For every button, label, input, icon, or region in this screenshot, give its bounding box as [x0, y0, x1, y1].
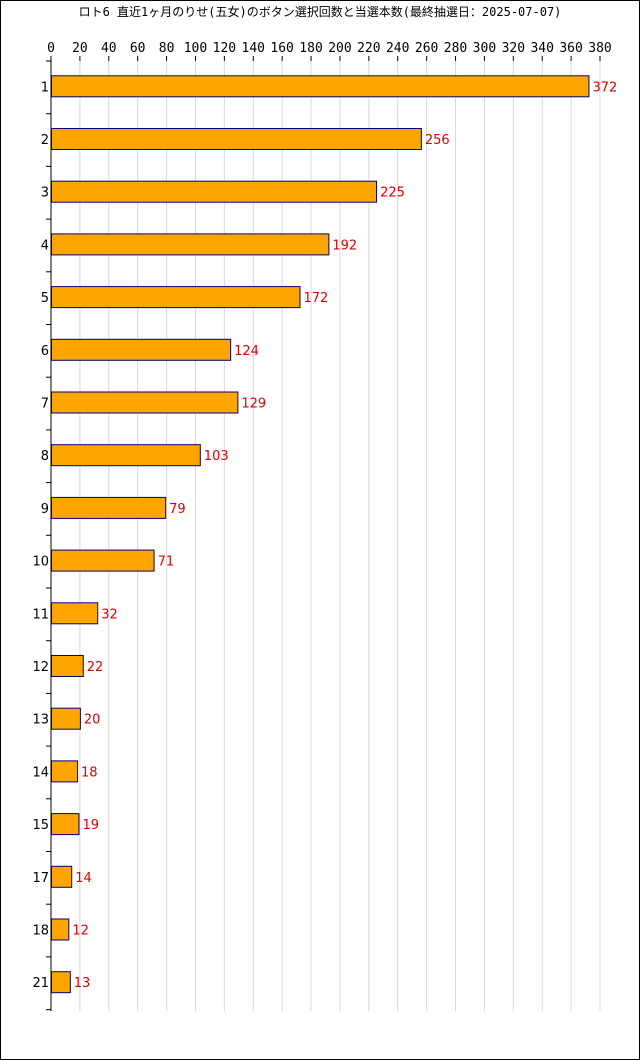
bar-value-label: 22	[87, 660, 104, 675]
y-category-label: 14	[32, 765, 49, 780]
y-category-label: 2	[41, 133, 49, 148]
y-category-label: 11	[32, 607, 49, 622]
x-tick-label: 260	[415, 41, 438, 56]
bar	[51, 391, 239, 414]
x-tick-label: 60	[130, 41, 146, 56]
bar	[51, 813, 80, 836]
bar-value-label: 32	[101, 607, 118, 622]
bars: 372 256 225 192 172 124 129 103 79 71 32 22 20 18 19 14…	[51, 75, 617, 994]
x-tick-label: 0	[47, 41, 55, 56]
bar	[51, 602, 99, 625]
y-category-label: 13	[32, 713, 49, 728]
bar	[51, 760, 79, 783]
bar	[51, 127, 422, 150]
x-tick-label: 340	[530, 41, 553, 56]
x-tick-label: 20	[72, 41, 88, 56]
x-tick-label: 360	[559, 41, 582, 56]
x-tick-label: 120	[213, 41, 236, 56]
bar-value-label: 124	[234, 344, 259, 359]
x-tick-label: 220	[357, 41, 380, 56]
x-tick-label: 80	[159, 41, 175, 56]
bar	[51, 654, 84, 677]
bar-value-label: 12	[72, 923, 89, 938]
bar-value-label: 103	[204, 449, 229, 464]
x-tick-label: 280	[444, 41, 467, 56]
bar-value-label: 79	[169, 502, 186, 517]
x-tick-label: 160	[270, 41, 293, 56]
grid-lines	[79, 61, 601, 1011]
x-tick-label: 100	[184, 41, 207, 56]
bar-value-label: 13	[74, 976, 91, 991]
bar-value-label: 192	[332, 238, 357, 253]
bar-value-label: 14	[75, 871, 92, 886]
y-category-label: 15	[32, 818, 49, 833]
bar-value-label: 19	[82, 818, 99, 833]
bar	[51, 549, 155, 572]
y-category-label: 12	[32, 660, 49, 675]
x-tick-label: 200	[328, 41, 351, 56]
chart-title: ロト6 直近1ヶ月のりせ(五女)のボタン選択回数と当選本数(最終抽選日：2025…	[79, 4, 562, 19]
bar	[51, 75, 590, 98]
bar-value-label: 71	[158, 555, 175, 570]
bar-value-label: 20	[84, 713, 101, 728]
y-category-label: 9	[41, 502, 49, 517]
bar	[51, 233, 330, 256]
bar	[51, 180, 378, 203]
x-tick-label: 380	[588, 41, 611, 56]
y-category-label: 1	[41, 80, 49, 95]
bar	[51, 496, 167, 519]
y-category-label: 8	[41, 449, 49, 464]
bar	[51, 918, 70, 941]
y-category-label: 3	[41, 186, 49, 201]
x-tick-label: 140	[242, 41, 265, 56]
y-category-label: 4	[41, 238, 49, 253]
bar	[51, 707, 81, 730]
bar	[51, 971, 71, 994]
bar-value-label: 18	[81, 765, 98, 780]
bar	[51, 286, 301, 309]
bar-value-label: 172	[303, 291, 328, 306]
x-tick-label: 40	[101, 41, 117, 56]
y-category-label: 21	[32, 976, 49, 991]
bar-value-label: 129	[241, 396, 266, 411]
y-category-label: 17	[32, 871, 49, 886]
y-category-label: 7	[41, 396, 49, 411]
bar	[51, 338, 232, 361]
x-axis-ticks: 0 20 40 60 80 100 120 140 160 180 200 220 240 260 280 3…	[47, 41, 612, 61]
x-tick-label: 320	[502, 41, 525, 56]
y-category-label: 10	[32, 555, 49, 570]
bar-value-label: 225	[380, 186, 405, 201]
y-category-label: 6	[41, 344, 49, 359]
x-tick-label: 240	[386, 41, 409, 56]
bar-value-label: 256	[425, 133, 450, 148]
y-category-label: 5	[41, 291, 49, 306]
x-tick-label: 180	[299, 41, 322, 56]
bar-value-label: 372	[592, 80, 617, 95]
bar	[51, 444, 201, 467]
bar	[51, 865, 73, 888]
y-category-label: 18	[32, 923, 49, 938]
x-tick-label: 300	[473, 41, 496, 56]
